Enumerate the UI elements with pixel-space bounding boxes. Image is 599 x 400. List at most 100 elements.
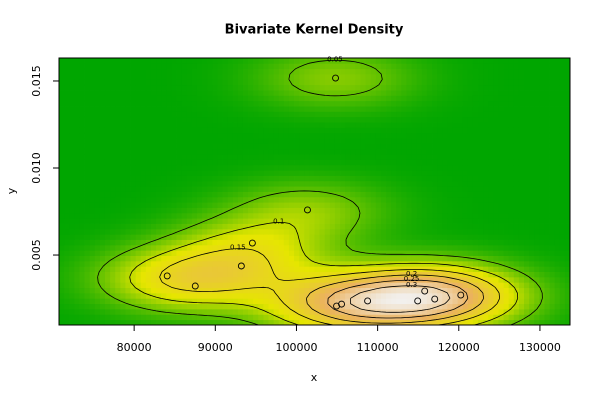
density-cell: [94, 68, 101, 75]
density-cell: [263, 196, 269, 203]
density-cell: [549, 218, 556, 224]
density-cell: [329, 122, 336, 128]
density-cell: [212, 95, 218, 102]
density-cell: [268, 186, 275, 192]
density-cell: [365, 164, 372, 171]
density-cell: [115, 90, 121, 96]
density-cell: [84, 186, 91, 192]
density-cell: [498, 148, 504, 155]
density-cell: [202, 196, 208, 203]
density-cell: [217, 308, 223, 315]
density-cell: [64, 292, 70, 299]
density-cell: [248, 212, 254, 219]
density-cell: [248, 95, 254, 102]
density-cell: [120, 180, 126, 187]
density-cell: [79, 180, 85, 187]
density-cell: [104, 287, 111, 294]
density-cell: [258, 234, 264, 240]
density-cell: [345, 68, 351, 75]
density-cell: [69, 138, 75, 144]
density-cell: [304, 180, 310, 187]
density-cell: [104, 122, 111, 128]
density-cell: [258, 266, 264, 272]
density-cell: [283, 58, 290, 64]
density-cell: [462, 106, 469, 112]
density-cell: [503, 138, 510, 144]
density-cell: [396, 175, 402, 182]
density-cell: [554, 122, 561, 128]
density-cell: [483, 68, 489, 75]
density-cell: [370, 271, 377, 278]
density-cell: [391, 308, 397, 315]
density-cell: [564, 143, 571, 150]
density-cell: [518, 308, 525, 315]
density-cell: [488, 74, 494, 80]
density-cell: [529, 314, 535, 321]
density-cell: [462, 207, 469, 214]
density-cell: [340, 154, 346, 160]
density-cell: [166, 84, 172, 91]
density-cell: [365, 298, 372, 305]
density-cell: [304, 79, 310, 86]
density-cell: [253, 266, 259, 272]
density-cell: [125, 106, 131, 112]
density-cell: [380, 132, 387, 139]
density-cell: [416, 175, 423, 182]
density-cell: [478, 68, 484, 75]
density-cell: [508, 143, 515, 150]
density-cell: [478, 250, 484, 256]
density-cell: [534, 68, 540, 75]
density-cell: [258, 58, 264, 64]
density-cell: [232, 116, 239, 123]
density-cell: [534, 74, 540, 80]
density-cell: [498, 319, 504, 326]
density-cell: [437, 314, 443, 321]
density-cell: [232, 79, 239, 86]
density-cell: [268, 180, 275, 187]
density-cell: [196, 186, 203, 192]
density-cell: [186, 266, 193, 272]
density-cell: [432, 68, 438, 75]
density-cell: [248, 250, 254, 256]
density-cell: [191, 223, 198, 230]
density-cell: [145, 276, 152, 283]
density-cell: [135, 90, 142, 96]
density-cell: [426, 143, 433, 150]
density-cell: [544, 244, 550, 251]
density-cell: [294, 271, 300, 278]
density-cell: [406, 138, 412, 144]
density-cell: [186, 138, 193, 144]
density-cell: [386, 122, 392, 128]
density-cell: [503, 282, 510, 289]
density-cell: [401, 100, 407, 107]
density-cell: [191, 106, 198, 112]
density-cell: [442, 100, 448, 107]
density-cell: [386, 170, 392, 176]
density-cell: [161, 239, 167, 246]
density-cell: [324, 212, 331, 219]
density-cell: [74, 308, 80, 315]
density-cell: [529, 180, 535, 187]
density-cell: [299, 228, 305, 235]
density-cell: [442, 234, 448, 240]
density-cell: [130, 170, 137, 176]
density-cell: [99, 308, 106, 315]
density-cell: [319, 228, 326, 235]
density-cell: [534, 207, 540, 214]
density-cell: [283, 239, 290, 246]
density-cell: [498, 308, 504, 315]
density-cell: [202, 250, 208, 256]
density-cell: [140, 244, 147, 251]
density-cell: [140, 90, 147, 96]
density-cell: [380, 84, 387, 91]
density-cell: [202, 63, 208, 70]
density-cell: [222, 218, 229, 224]
density-cell: [309, 292, 315, 299]
density-cell: [110, 100, 116, 107]
density-cell: [447, 170, 453, 176]
density-cell: [493, 186, 499, 192]
density-cell: [534, 191, 540, 198]
density-cell: [99, 63, 106, 70]
density-cell: [442, 111, 448, 118]
density-cell: [115, 282, 121, 289]
